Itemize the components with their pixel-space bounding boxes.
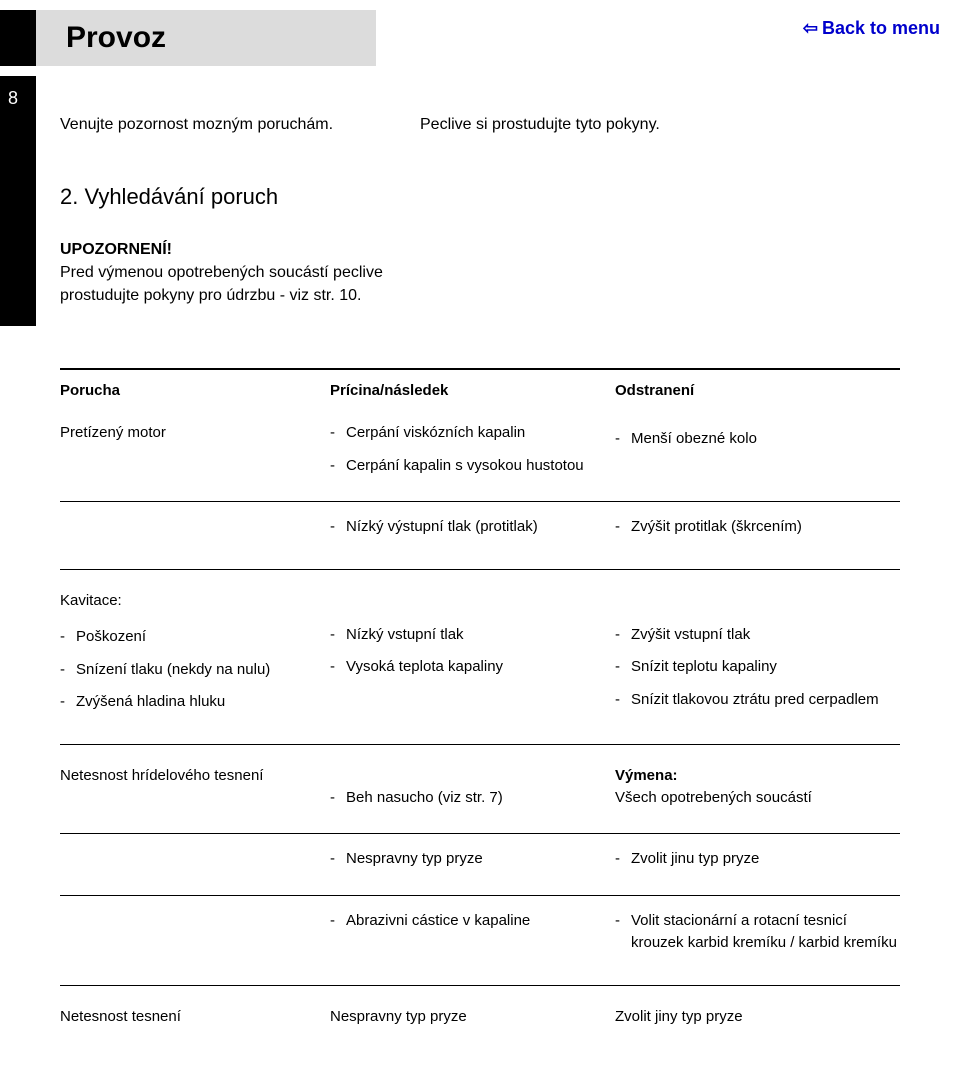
cause-item: Abrazivni cástice v kapaline bbox=[346, 910, 595, 933]
cell-remedy: -Volit stacionární a rotacní tesnicí kro… bbox=[615, 910, 900, 965]
table-row: Netesnost hrídelového tesnení -Beh nasuc… bbox=[60, 744, 900, 820]
cause-item: Nespravny typ pryze bbox=[346, 848, 595, 871]
cell-fault: Netesnost tesnení bbox=[60, 1006, 330, 1029]
intro-right-text: Peclive si prostudujte tyto pokyny. bbox=[420, 116, 900, 134]
cause-item: Cerpání kapalin s vysokou hustotou bbox=[346, 455, 595, 478]
back-link-label: Back to menu bbox=[822, 18, 940, 38]
back-to-menu-link[interactable]: ⇦Back to menu bbox=[803, 18, 940, 39]
remedy-item: Snízit tlakovou ztrátu pred cerpadlem bbox=[631, 689, 900, 712]
cell-fault-empty bbox=[60, 516, 330, 549]
warning-label: UPOZORNENÍ! bbox=[60, 238, 383, 261]
cause-item: Vysoká teplota kapaliny bbox=[346, 656, 595, 679]
table-row: Netesnost tesnení Nespravny typ pryze Zv… bbox=[60, 985, 900, 1029]
th-odstraneni: Odstranení bbox=[615, 380, 900, 403]
warning-text: UPOZORNENÍ! Pred výmenou opotrebených so… bbox=[60, 238, 383, 308]
table-header-row: Porucha Prícina/následek Odstranení bbox=[60, 368, 900, 423]
remedy-item: Volit stacionární a rotacní tesnicí krou… bbox=[631, 910, 900, 955]
remedy-item: Snízit teplotu kapaliny bbox=[631, 656, 900, 679]
cause-item: Cerpání viskózních kapalin bbox=[346, 422, 595, 445]
cell-cause: Nespravny typ pryze bbox=[330, 1006, 615, 1029]
fault-item: Zvýšená hladina hluku bbox=[76, 691, 310, 714]
table-row: Pretízený motor -Cerpání viskózních kapa… bbox=[60, 422, 900, 487]
cell-fault: Netesnost hrídelového tesnení bbox=[60, 765, 330, 820]
th-pricina: Prícina/následek bbox=[330, 380, 615, 403]
cell-fault-empty bbox=[60, 848, 330, 881]
page-title: Provoz bbox=[66, 21, 166, 55]
title-bar: Provoz bbox=[36, 10, 376, 66]
remedy-item: Zvolit jinu typ pryze bbox=[631, 848, 900, 871]
cell-remedy: -Menší obezné kolo bbox=[615, 422, 900, 487]
remedy-head: Výmena: bbox=[615, 765, 900, 788]
cell-fault: Kavitace: -Poškození -Snízení tlaku (nek… bbox=[60, 590, 330, 724]
cell-fault: Pretízený motor bbox=[60, 422, 330, 487]
cell-cause: -Abrazivni cástice v kapaline bbox=[330, 910, 615, 965]
warning-line2: prostudujte pokyny pro údrzbu - viz str.… bbox=[60, 284, 383, 307]
page-number: 8 bbox=[8, 88, 18, 109]
cell-cause: -Nízký výstupní tlak (protitlak) bbox=[330, 516, 615, 549]
cause-item: Beh nasucho (viz str. 7) bbox=[346, 787, 595, 810]
cause-item: Nízký výstupní tlak (protitlak) bbox=[346, 516, 595, 539]
warning-block: UPOZORNENÍ! Pred výmenou opotrebených so… bbox=[60, 238, 900, 308]
remedy-line: Všech opotrebených soucástí bbox=[615, 787, 900, 810]
cell-cause: -Nespravny typ pryze bbox=[330, 848, 615, 881]
cell-cause: -Nízký vstupní tlak -Vysoká teplota kapa… bbox=[330, 590, 615, 724]
intro-left-text: Venujte pozornost mozným poruchám. bbox=[60, 116, 420, 134]
table-row: -Abrazivni cástice v kapaline -Volit sta… bbox=[60, 895, 900, 965]
back-arrow-icon: ⇦ bbox=[803, 18, 818, 39]
warning-line1: Pred výmenou opotrebených soucástí pecli… bbox=[60, 261, 383, 284]
remedy-item: Menší obezné kolo bbox=[631, 428, 900, 451]
fault-subhead: Kavitace: bbox=[60, 590, 310, 613]
remedy-item: Zvýšit vstupní tlak bbox=[631, 624, 900, 647]
section-heading: 2. Vyhledávání poruch bbox=[60, 184, 900, 210]
intro-row: Venujte pozornost mozným poruchám. Pecli… bbox=[60, 116, 900, 134]
th-porucha: Porucha bbox=[60, 380, 330, 403]
cell-remedy: -Zvýšit vstupní tlak -Snízit teplotu kap… bbox=[615, 590, 900, 724]
header-bar: Provoz bbox=[60, 10, 900, 66]
table-row: -Nízký výstupní tlak (protitlak) -Zvýšit… bbox=[60, 501, 900, 549]
page-container: ⇦Back to menu Provoz 8 Venujte pozornost… bbox=[0, 10, 960, 1068]
side-black-bar bbox=[0, 76, 36, 326]
cell-remedy: -Zvýšit protitlak (škrcením) bbox=[615, 516, 900, 549]
cell-cause: -Beh nasucho (viz str. 7) bbox=[330, 765, 615, 820]
cell-fault-empty bbox=[60, 910, 330, 965]
fault-item: Poškození bbox=[76, 626, 310, 649]
fault-item: Snízení tlaku (nekdy na nulu) bbox=[76, 659, 310, 682]
table-row: -Nespravny typ pryze -Zvolit jinu typ pr… bbox=[60, 833, 900, 881]
remedy-item: Zvýšit protitlak (škrcením) bbox=[631, 516, 900, 539]
cell-cause: -Cerpání viskózních kapalin -Cerpání kap… bbox=[330, 422, 615, 487]
cell-remedy: Zvolit jiny typ pryze bbox=[615, 1006, 900, 1029]
troubleshoot-table: Porucha Prícina/následek Odstranení Pret… bbox=[60, 368, 900, 1029]
cause-item: Nízký vstupní tlak bbox=[346, 624, 595, 647]
cell-remedy: Výmena: Všech opotrebených soucástí bbox=[615, 765, 900, 820]
cell-remedy: -Zvolit jinu typ pryze bbox=[615, 848, 900, 881]
header-black-tab bbox=[0, 10, 36, 66]
table-row: Kavitace: -Poškození -Snízení tlaku (nek… bbox=[60, 569, 900, 724]
